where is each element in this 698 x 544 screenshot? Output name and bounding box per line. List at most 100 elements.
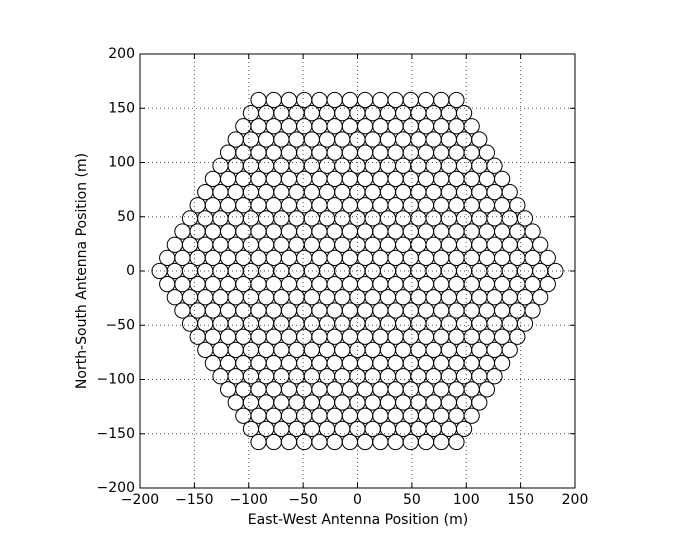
antenna-marker: [288, 315, 305, 332]
antenna-marker: [402, 197, 419, 214]
antenna-marker: [395, 289, 412, 306]
antenna-marker: [318, 210, 336, 227]
x-tick-label: 50: [403, 492, 421, 508]
antenna-marker: [311, 355, 328, 372]
antenna-marker: [258, 105, 275, 122]
antenna-marker: [455, 368, 473, 385]
antenna-marker: [311, 328, 328, 345]
antenna-marker: [341, 170, 359, 187]
antenna-marker: [486, 289, 503, 306]
antenna-marker: [341, 381, 359, 398]
antenna-marker: [311, 223, 328, 240]
antenna-marker: [311, 197, 328, 214]
antenna-marker: [250, 223, 267, 240]
antenna-marker: [364, 157, 381, 174]
antenna-marker: [227, 341, 244, 358]
antenna-marker: [425, 420, 442, 437]
antenna-marker: [387, 118, 404, 135]
antenna-marker: [334, 105, 351, 122]
antenna-marker: [364, 368, 381, 385]
antenna-marker: [219, 381, 237, 398]
antenna-marker: [204, 197, 221, 214]
antenna-marker: [494, 355, 511, 372]
antenna-marker: [250, 91, 267, 109]
antenna-marker: [357, 433, 374, 451]
antenna-marker: [440, 315, 457, 332]
antenna-marker: [303, 394, 320, 411]
antenna-marker: [242, 368, 260, 385]
antenna-marker: [288, 210, 305, 227]
antenna-marker: [250, 381, 267, 398]
antenna-marker: [280, 407, 298, 424]
antenna-marker: [311, 407, 328, 424]
antenna-marker: [242, 157, 260, 174]
antenna-marker: [280, 433, 298, 451]
antenna-marker: [478, 249, 496, 266]
antenna-marker: [280, 381, 298, 398]
antenna-marker: [410, 315, 427, 332]
antenna-marker: [235, 328, 252, 345]
antenna-marker: [379, 394, 397, 411]
antenna-marker: [417, 91, 435, 109]
antenna-marker: [379, 341, 397, 358]
antenna-marker: [280, 118, 298, 135]
antenna-marker: [448, 144, 465, 161]
antenna-marker: [372, 249, 389, 266]
antenna-marker: [181, 315, 199, 332]
antenna-marker: [433, 170, 450, 187]
antenna-marker: [455, 341, 473, 358]
antenna-marker: [273, 315, 290, 332]
antenna-marker: [471, 157, 488, 174]
antenna-marker: [258, 420, 275, 437]
antenna-marker: [303, 131, 320, 148]
antenna-marker: [258, 157, 275, 174]
antenna-marker: [250, 249, 267, 266]
antenna-marker: [425, 289, 442, 306]
antenna-marker: [448, 249, 465, 266]
antenna-marker: [197, 289, 214, 306]
antenna-marker: [433, 249, 450, 266]
antenna-marker: [166, 236, 183, 253]
antenna-marker: [204, 328, 221, 345]
antenna-marker: [463, 328, 480, 345]
antenna-marker: [334, 184, 351, 201]
antenna-marker: [227, 289, 244, 306]
antenna-marker: [326, 144, 343, 161]
antenna-marker: [265, 197, 282, 214]
antenna-marker: [501, 315, 518, 332]
antenna-marker: [478, 197, 496, 214]
antenna-marker: [471, 341, 488, 358]
antenna-marker: [379, 157, 397, 174]
antenna-marker: [296, 433, 313, 451]
antenna-marker: [463, 276, 480, 293]
antenna-marker: [258, 394, 275, 411]
antenna-marker: [509, 249, 526, 266]
antenna-marker: [288, 289, 305, 306]
antenna-marker: [219, 170, 237, 187]
antenna-marker: [372, 328, 389, 345]
antenna-marker: [296, 302, 313, 319]
antenna-marker: [235, 276, 252, 293]
antenna-marker: [326, 91, 343, 109]
antenna-marker: [341, 249, 359, 266]
antenna-marker: [235, 381, 252, 398]
antenna-marker: [395, 131, 412, 148]
antenna-marker: [433, 197, 450, 214]
antenna-marker: [265, 170, 282, 187]
antenna-marker: [478, 276, 496, 293]
antenna-marker: [379, 262, 397, 280]
antenna-marker: [387, 407, 404, 424]
antenna-marker: [516, 289, 534, 306]
antenna-marker: [242, 236, 260, 253]
y-tick-label: −200: [97, 480, 135, 496]
antenna-marker: [219, 223, 237, 240]
antenna-marker: [387, 355, 404, 372]
antenna-marker: [288, 368, 305, 385]
antenna-marker: [273, 341, 290, 358]
antenna-marker: [425, 210, 442, 227]
antenna-marker: [318, 420, 336, 437]
antenna-marker: [448, 433, 465, 451]
y-tick-label: 0: [126, 263, 135, 279]
antenna-marker: [478, 355, 496, 372]
